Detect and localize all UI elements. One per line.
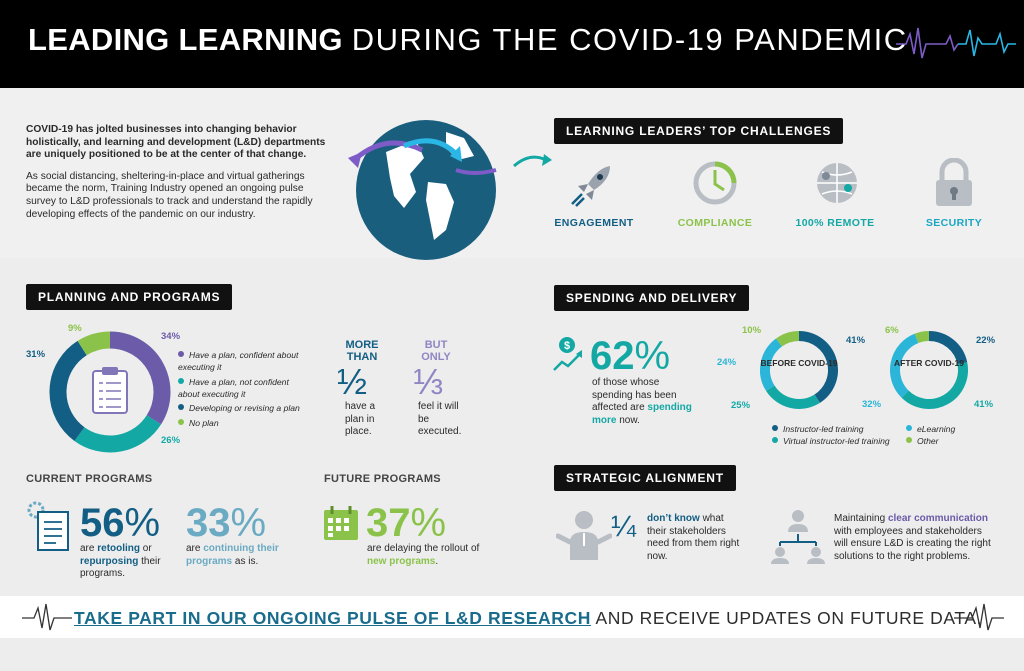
- arrow-icon: [513, 154, 552, 168]
- spending-title: SPENDING AND DELIVERY: [554, 285, 750, 311]
- footer-link[interactable]: TAKE PART IN OUR ONGOING PULSE OF L&D RE…: [74, 608, 591, 628]
- heartbeat-icon: [896, 27, 1016, 59]
- heartbeat-left-icon: [22, 603, 72, 631]
- intro-text: COVID-19 has jolted businesses into chan…: [26, 124, 326, 221]
- legend-instructor-led: Instructor-led training: [772, 423, 864, 435]
- page-title: LEADING LEARNING DURING THE COVID-19 PAN…: [28, 22, 908, 57]
- planning-donut-segment-1: [74, 414, 162, 453]
- team-icon: [771, 510, 825, 564]
- clock-icon: [693, 161, 737, 205]
- planning-donut-chart: [49, 331, 171, 453]
- donut-label-31: 31%: [26, 349, 46, 360]
- intro-bold: COVID-19 has jolted businesses into chan…: [26, 124, 326, 161]
- future-37-value: 37%: [366, 501, 447, 545]
- strategic-desc: don’t know what their stakeholders need …: [647, 513, 740, 562]
- after-label-41: 41%: [974, 399, 994, 410]
- challenges-title: LEARNING LEADERS’ TOP CHALLENGES: [554, 118, 844, 144]
- donut-label-26: 26%: [161, 435, 181, 446]
- challenge-remote: 100% REMOTE: [795, 217, 875, 229]
- before-donut-segment-3: [776, 331, 800, 347]
- challenge-engagement: ENGAGEMENT: [554, 217, 634, 229]
- legend-plan-confident: Have a plan, confident about executing i…: [178, 350, 299, 372]
- money-growth-icon: $: [553, 337, 582, 371]
- before-label-24: 24%: [717, 357, 737, 368]
- before-donut-segment-1: [766, 385, 820, 409]
- more-than-desc: have a plan in place.: [345, 401, 376, 437]
- rocket-icon: [571, 166, 610, 207]
- calendar-icon: [324, 506, 358, 540]
- after-label-6: 6%: [885, 325, 899, 336]
- more-than-fraction: ½: [337, 361, 368, 402]
- but-only-desc: feel it will be executed.: [418, 401, 462, 437]
- globe-network-icon: [817, 163, 857, 203]
- strategic-communication-desc: Maintaining clear communication with emp…: [834, 513, 991, 562]
- planning-donut-segment-3: [77, 331, 111, 356]
- legend-plan-not-confident: Have a plan, not confident about executi…: [178, 377, 289, 399]
- heartbeat-right-icon: [954, 603, 1004, 631]
- document-gear-icon: [27, 501, 69, 551]
- strategic-fraction: ¼: [611, 510, 637, 543]
- strategic-title: STRATEGIC ALIGNMENT: [554, 465, 736, 491]
- intro-body: As social distancing, sheltering-in-plac…: [26, 170, 313, 220]
- spending-desc: of those whose spending has been affecte…: [592, 377, 692, 426]
- challenge-compliance: COMPLIANCE: [677, 217, 753, 229]
- before-covid-donut-chart: [760, 331, 838, 409]
- donut-label-9: 9%: [68, 323, 82, 334]
- legend-elearning: eLearning: [906, 423, 955, 435]
- donut-label-34: 34%: [161, 331, 181, 342]
- after-donut-segment-2: [890, 333, 919, 398]
- before-covid-label: BEFORE COVID-19: [760, 358, 838, 368]
- but-only-fraction: ⅓: [413, 361, 444, 402]
- current-33-value: 33%: [186, 501, 267, 545]
- legend-developing: Developing or revising a plan: [178, 402, 318, 414]
- challenge-security: SECURITY: [925, 217, 983, 229]
- legend-no-plan: No plan: [178, 417, 308, 429]
- legend-other: Other: [906, 435, 939, 447]
- footer-text[interactable]: TAKE PART IN OUR ONGOING PULSE OF L&D RE…: [74, 608, 983, 628]
- more-than-label: MORE THAN: [345, 339, 379, 363]
- future-programs-title: FUTURE PROGRAMS: [324, 473, 441, 485]
- current-33-desc: are continuing their programs as is.: [186, 543, 279, 567]
- before-donut-segment-0: [798, 331, 838, 403]
- svg-text:$: $: [564, 340, 570, 352]
- after-covid-donut-chart: [890, 331, 968, 409]
- current-56-value: 56%: [80, 501, 161, 545]
- planning-donut-segment-0: [109, 331, 171, 425]
- confused-person-icon: [556, 511, 612, 560]
- after-label-32: 32%: [862, 399, 882, 410]
- future-37-desc: are delaying the rollout of new programs…: [367, 543, 480, 567]
- current-56-desc: are retooling or repurposing their progr…: [80, 543, 161, 579]
- planning-title: PLANNING AND PROGRAMS: [26, 284, 233, 310]
- spending-62-value: 62%: [590, 334, 671, 378]
- after-donut-segment-1: [901, 362, 968, 409]
- header: LEADING LEARNING DURING THE COVID-19 PAN…: [0, 0, 1024, 88]
- clipboard-icon: [92, 367, 128, 414]
- before-donut-segment-2: [760, 338, 783, 391]
- globe-icon: [348, 120, 497, 260]
- after-label-22: 22%: [976, 335, 996, 346]
- lock-icon: [936, 158, 972, 206]
- but-only-label: BUT ONLY: [421, 339, 451, 363]
- current-programs-title: CURRENT PROGRAMS: [26, 473, 153, 485]
- legend-virtual-instructor-led: Virtual instructor-led training: [772, 435, 890, 447]
- before-label-25: 25%: [731, 400, 751, 411]
- planning-donut-segment-2: [49, 340, 88, 441]
- after-donut-segment-0: [928, 331, 968, 365]
- after-covid-label: AFTER COVID-19: [894, 358, 964, 368]
- before-label-41: 41%: [846, 335, 866, 346]
- after-donut-segment-3: [914, 331, 930, 344]
- footer-banner: TAKE PART IN OUR ONGOING PULSE OF L&D RE…: [0, 596, 1024, 638]
- before-label-10: 10%: [742, 325, 762, 336]
